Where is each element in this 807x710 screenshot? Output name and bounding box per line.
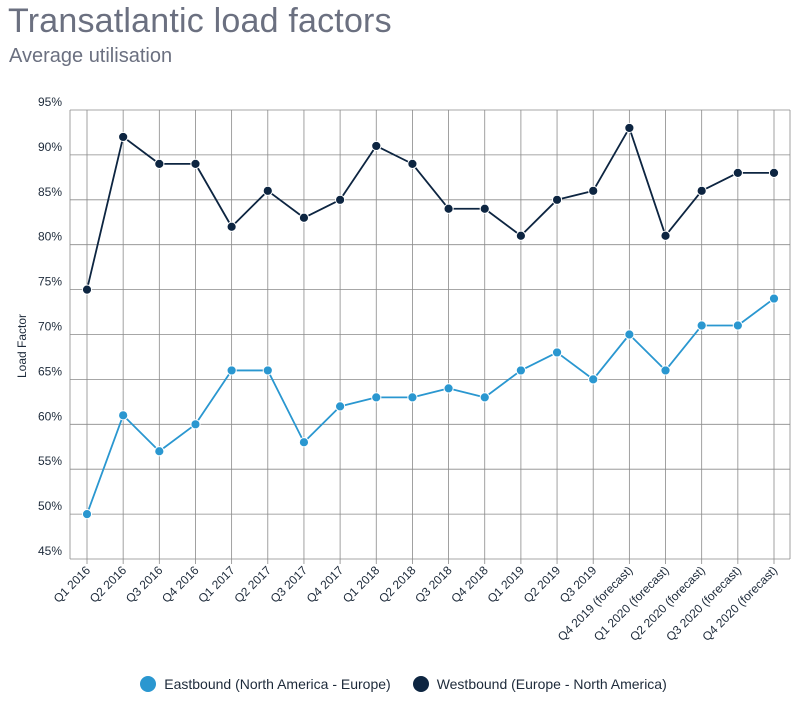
data-point-westbound[interactable] — [81, 284, 93, 295]
x-tick-label: Q2 2016 — [87, 563, 130, 606]
y-tick-label: 60% — [38, 409, 62, 423]
data-point-westbound[interactable] — [154, 158, 165, 169]
x-tick-label: Q3 2018 — [412, 563, 455, 606]
x-tick-label: Q2 2019 — [521, 563, 564, 606]
x-tick-label: Q1 2017 — [195, 563, 238, 606]
data-point-eastbound[interactable] — [515, 365, 526, 376]
x-tick-label: Q1 2016 — [51, 563, 94, 606]
x-tick-label: Q3 2016 — [123, 563, 166, 606]
data-point-eastbound[interactable] — [660, 365, 671, 376]
x-tick-label: Q4 2016 — [159, 563, 202, 606]
x-tick-label: Q1 2018 — [340, 563, 383, 606]
data-point-eastbound[interactable] — [696, 320, 707, 331]
y-tick-label: 85% — [38, 185, 62, 199]
y-tick-label: 95% — [38, 95, 62, 109]
data-point-westbound[interactable] — [371, 140, 382, 152]
y-tick-label: 50% — [38, 499, 62, 513]
x-tick-label: Q4 2017 — [304, 563, 347, 606]
data-point-eastbound[interactable] — [407, 392, 418, 403]
data-point-westbound[interactable] — [624, 122, 635, 134]
data-point-eastbound[interactable] — [154, 446, 165, 457]
legend-label-eastbound: Eastbound (North America - Europe) — [164, 676, 391, 692]
legend: Eastbound (North America - Europe) Westb… — [0, 676, 807, 692]
y-tick-label: 90% — [38, 140, 62, 154]
legend-item-westbound[interactable]: Westbound (Europe - North America) — [412, 676, 667, 692]
data-point-westbound[interactable] — [262, 185, 273, 196]
legend-item-eastbound[interactable]: Eastbound (North America - Europe) — [140, 676, 391, 692]
data-point-westbound[interactable] — [515, 230, 526, 241]
data-point-westbound[interactable] — [479, 203, 490, 214]
data-point-westbound[interactable] — [443, 203, 454, 214]
y-tick-label: 70% — [38, 320, 62, 334]
data-point-eastbound[interactable] — [371, 392, 382, 403]
chart-subtitle: Average utilisation — [9, 45, 173, 67]
data-point-eastbound[interactable] — [81, 508, 93, 520]
data-point-westbound[interactable] — [696, 185, 707, 196]
data-point-westbound[interactable] — [226, 221, 237, 232]
data-point-eastbound[interactable] — [479, 392, 490, 403]
data-point-westbound[interactable] — [335, 194, 346, 205]
legend-swatch-westbound — [412, 676, 429, 692]
data-point-eastbound[interactable] — [768, 293, 780, 304]
chart-series — [81, 122, 780, 520]
chart-title: Transatlantic load factors — [8, 2, 392, 40]
y-tick-label: 45% — [38, 544, 62, 558]
legend-swatch-eastbound — [140, 676, 157, 692]
x-tick-label: Q2 2017 — [231, 563, 274, 606]
data-point-eastbound[interactable] — [262, 365, 273, 376]
x-tick-label: Q1 2019 — [485, 563, 528, 606]
series-line-eastbound — [86, 297, 775, 515]
data-point-westbound[interactable] — [190, 158, 201, 169]
data-point-westbound[interactable] — [118, 131, 129, 143]
data-point-eastbound[interactable] — [190, 419, 201, 430]
data-point-eastbound[interactable] — [118, 410, 129, 421]
data-point-westbound[interactable] — [588, 185, 599, 196]
data-point-eastbound[interactable] — [588, 374, 599, 385]
y-tick-label: 80% — [38, 230, 62, 244]
y-tick-label: 55% — [38, 454, 62, 468]
data-point-eastbound[interactable] — [298, 437, 310, 448]
legend-label-westbound: Westbound (Europe - North America) — [436, 676, 667, 692]
y-axis-title: Load Factor — [15, 314, 29, 378]
y-axis-ticks: 45% 50% 55% 60% 65% 70% 75% 80% 85% 90% 95% — [38, 95, 62, 558]
x-tick-label: Q3 2017 — [268, 563, 311, 606]
data-point-eastbound[interactable] — [732, 320, 743, 331]
data-point-westbound[interactable] — [732, 167, 743, 178]
data-point-westbound[interactable] — [407, 158, 418, 169]
data-point-eastbound[interactable] — [335, 401, 346, 412]
data-point-westbound[interactable] — [660, 230, 671, 241]
data-point-eastbound[interactable] — [551, 347, 563, 358]
x-tick-label: Q2 2018 — [376, 563, 419, 606]
y-tick-label: 65% — [38, 364, 62, 378]
data-point-eastbound[interactable] — [443, 383, 454, 394]
data-point-westbound[interactable] — [551, 194, 563, 205]
data-point-westbound[interactable] — [768, 167, 780, 178]
y-tick-label: 75% — [38, 275, 62, 289]
data-point-eastbound[interactable] — [624, 329, 635, 340]
data-point-westbound[interactable] — [298, 212, 310, 223]
x-tick-label: Q4 2018 — [448, 563, 491, 606]
chart-grid — [69, 109, 791, 564]
data-point-eastbound[interactable] — [226, 365, 237, 376]
series-line-westbound — [86, 127, 774, 290]
